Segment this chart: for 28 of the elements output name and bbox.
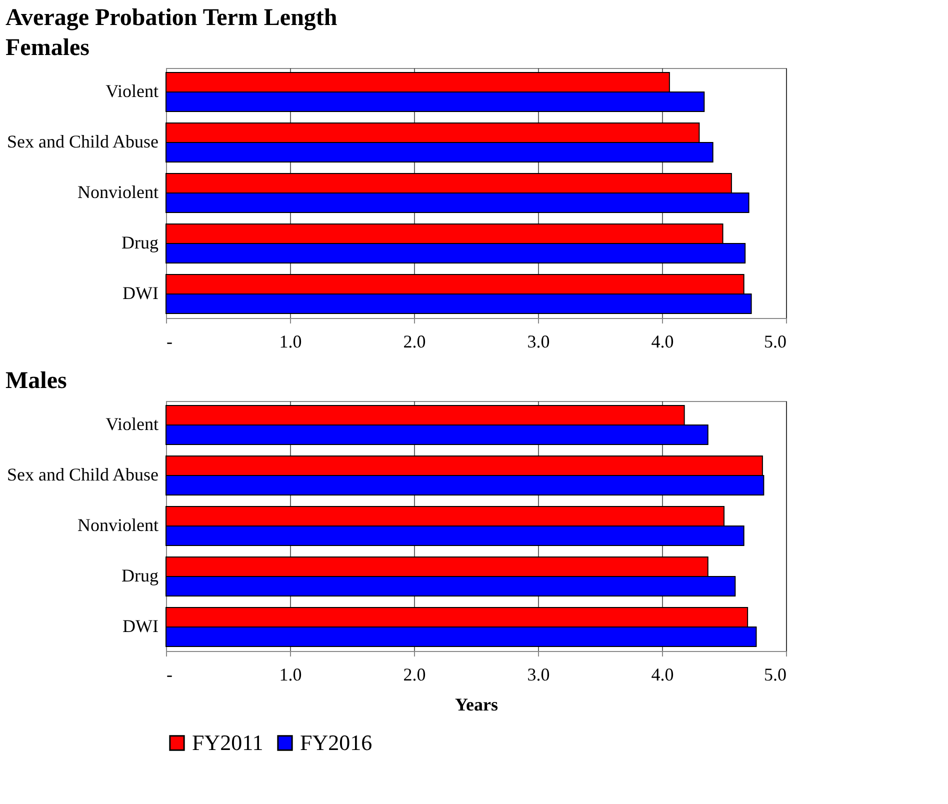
y-tick-label: Drug [122,566,158,586]
y-tick-label: Nonviolent [78,182,158,202]
y-tick-label: Violent [106,80,158,101]
x-tick-label: - [166,332,172,352]
x-axis-title: Years [455,694,498,714]
x-tick-label: 1.0 [279,664,302,684]
legend-label: FY2016 [300,730,372,755]
x-tick-label: 5.0 [764,332,786,352]
y-tick-label: DWI [122,283,159,304]
x-tick-label: 5.0 [764,664,786,684]
x-tick-label: 4.0 [651,332,674,352]
x-tick-label: 3.0 [527,664,550,684]
y-tick-label: Drug [122,232,158,253]
legend-label: FY2011 [192,730,264,755]
y-tick-label: Nonviolent [78,515,158,535]
x-tick-label: 2.0 [403,664,426,684]
chart-subtitle: Females [6,35,90,61]
y-tick-label: Sex and Child Abuse [7,464,159,484]
chart-title: Average Probation Term Length [6,5,338,31]
y-tick-label: Violent [106,414,158,434]
x-tick-label: - [166,664,172,684]
chart-title: Males [6,368,67,394]
x-tick-label: 4.0 [651,664,674,684]
y-tick-label: Sex and Child Abuse [7,131,159,152]
x-tick-label: 1.0 [279,332,302,352]
x-tick-label: 3.0 [527,332,550,352]
y-tick-label: DWI [122,616,159,636]
x-tick-label: 2.0 [403,332,426,352]
